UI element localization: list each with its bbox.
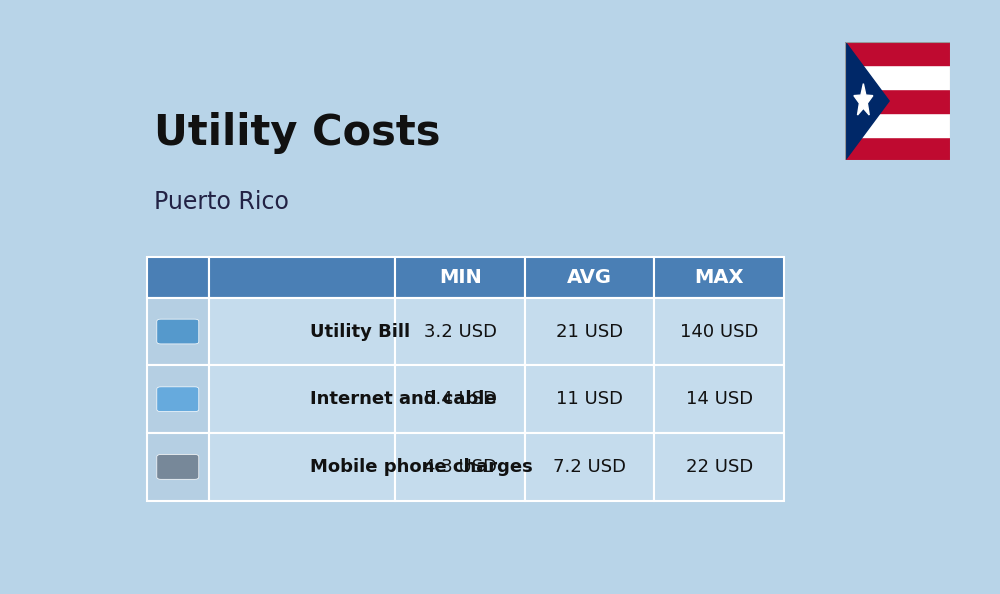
FancyBboxPatch shape xyxy=(525,365,654,433)
Text: 7.2 USD: 7.2 USD xyxy=(553,458,626,476)
FancyBboxPatch shape xyxy=(147,257,209,298)
Text: AVG: AVG xyxy=(567,268,612,286)
FancyBboxPatch shape xyxy=(395,365,525,433)
FancyBboxPatch shape xyxy=(525,433,654,501)
Polygon shape xyxy=(854,84,873,115)
Bar xyxy=(845,137,950,160)
FancyBboxPatch shape xyxy=(147,433,209,501)
Text: 21 USD: 21 USD xyxy=(556,323,623,340)
FancyBboxPatch shape xyxy=(654,365,784,433)
Text: 22 USD: 22 USD xyxy=(686,458,753,476)
FancyBboxPatch shape xyxy=(209,365,395,433)
Text: Puerto Rico: Puerto Rico xyxy=(154,190,289,214)
FancyBboxPatch shape xyxy=(654,433,784,501)
FancyBboxPatch shape xyxy=(157,319,199,344)
FancyBboxPatch shape xyxy=(209,257,395,298)
Bar xyxy=(845,42,950,65)
Bar xyxy=(845,113,950,137)
FancyBboxPatch shape xyxy=(525,257,654,298)
Text: MAX: MAX xyxy=(694,268,744,286)
Text: 11 USD: 11 USD xyxy=(556,390,623,408)
FancyBboxPatch shape xyxy=(209,433,395,501)
FancyBboxPatch shape xyxy=(654,298,784,365)
FancyBboxPatch shape xyxy=(395,298,525,365)
Polygon shape xyxy=(845,42,889,160)
Text: 3.2 USD: 3.2 USD xyxy=(424,323,497,340)
FancyBboxPatch shape xyxy=(395,433,525,501)
FancyBboxPatch shape xyxy=(147,298,209,365)
Text: 5.4 USD: 5.4 USD xyxy=(424,390,497,408)
Text: 4.3 USD: 4.3 USD xyxy=(424,458,497,476)
Text: Utility Bill: Utility Bill xyxy=(310,323,410,340)
FancyBboxPatch shape xyxy=(209,298,395,365)
FancyBboxPatch shape xyxy=(525,298,654,365)
Text: 140 USD: 140 USD xyxy=(680,323,758,340)
Text: Mobile phone charges: Mobile phone charges xyxy=(310,458,533,476)
Text: 14 USD: 14 USD xyxy=(686,390,753,408)
FancyBboxPatch shape xyxy=(395,257,525,298)
Bar xyxy=(845,65,950,89)
FancyBboxPatch shape xyxy=(147,365,209,433)
Text: Utility Costs: Utility Costs xyxy=(154,112,441,154)
FancyBboxPatch shape xyxy=(157,454,199,479)
FancyBboxPatch shape xyxy=(654,257,784,298)
Text: MIN: MIN xyxy=(439,268,482,286)
FancyBboxPatch shape xyxy=(157,387,199,412)
Text: Internet and cable: Internet and cable xyxy=(310,390,497,408)
Bar xyxy=(845,89,950,113)
